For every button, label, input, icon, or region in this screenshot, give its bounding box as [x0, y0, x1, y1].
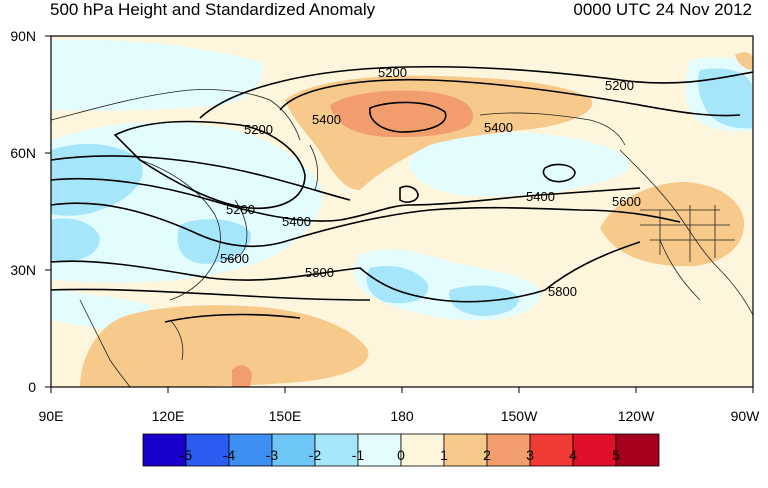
contour-5600: [51, 202, 681, 248]
contour-label-group: 5200 5200 5200 5200 5400 5400 5400 5400 …: [220, 65, 641, 299]
colorbar-swatch: [357, 433, 402, 467]
colorbar-tick-label: -1: [351, 447, 365, 463]
contour-label: 5400: [484, 120, 513, 135]
anomaly-region-tibet: [51, 218, 100, 262]
colorbar-swatch: [314, 433, 359, 467]
anomaly-region-hudson-bay: [697, 68, 752, 129]
colorbar-swatch: [486, 433, 531, 467]
colorbar-tick-label: 1: [440, 447, 448, 463]
colorbar: [142, 433, 660, 467]
colorbar-swatch: [529, 433, 574, 467]
lon-label: 90W: [730, 408, 760, 424]
contour-5800: [51, 241, 641, 303]
coastline-alaska: [479, 112, 626, 146]
coastline-philippines: [169, 319, 184, 361]
colorbar-tick-label: 5: [612, 447, 620, 463]
lon-label: 150E: [268, 408, 302, 424]
contour-label: 5800: [548, 284, 577, 299]
coastline-kamchatka: [309, 144, 319, 191]
contour-label: 5200: [244, 122, 273, 137]
contour-label: 5200: [605, 78, 634, 93]
lat-label: 60N: [10, 145, 36, 161]
contour-tropical: [164, 313, 301, 323]
colorbar-swatch: [185, 433, 230, 467]
contour-5400-closed: [369, 101, 447, 133]
colorbar-tick-label: 2: [483, 447, 491, 463]
coastlines: [51, 89, 753, 387]
height-contours: [51, 65, 753, 323]
map-title: 500 hPa Height and Standardized Anomaly: [50, 0, 376, 19]
anomaly-region-midpacific-trough: [366, 265, 429, 304]
contour-label: 5400: [312, 112, 341, 127]
coastline-se-asia: [79, 299, 131, 387]
lat-label: 0: [28, 379, 36, 395]
contour-label: 5600: [220, 251, 249, 266]
lon-label: 120E: [151, 408, 185, 424]
lon-label: 150W: [500, 408, 538, 424]
colorbar-tick-label: 3: [526, 447, 534, 463]
colorbar-swatch: [142, 433, 187, 467]
colorbar-swatch: [615, 433, 660, 467]
contour-label: 5200: [226, 202, 255, 217]
contour-closed-low-small: [399, 185, 419, 203]
contour-label: 5800: [305, 265, 334, 280]
contour-5200-north: [199, 65, 753, 119]
contour-5400-ridge: [279, 78, 741, 117]
colorbar-tick-label: -3: [265, 447, 279, 463]
coastline-mexico: [659, 239, 701, 301]
lat-label: 90N: [10, 28, 36, 44]
anomaly-region-gulf-of-alaska: [409, 131, 629, 197]
colorbar-tick-label: -2: [308, 447, 322, 463]
colorbar-swatch: [271, 433, 316, 467]
colorbar-tick-label: 0: [397, 447, 405, 463]
anomaly-region-tropical-spot: [232, 365, 252, 387]
anomaly-region-western-us: [600, 182, 745, 267]
contour-label: 5600: [612, 194, 641, 209]
lon-label: 120W: [617, 408, 655, 424]
coastline-north-america: [619, 149, 753, 316]
tick-marks: [45, 35, 754, 393]
anomaly-region-south-asia: [80, 305, 369, 387]
contour-5800-south: [51, 288, 371, 301]
anomaly-region-pacific-northwest: [735, 52, 753, 70]
lat-label: 30N: [10, 262, 36, 278]
contour-label: 5200: [378, 65, 407, 80]
colorbar-swatch: [572, 433, 617, 467]
anomaly-region-japan-sea: [177, 219, 251, 264]
contour-label: 5400: [526, 189, 555, 204]
colorbar-tick-label: -4: [222, 447, 236, 463]
contour-label: 5400: [282, 214, 311, 229]
contour-5400-west: [51, 177, 641, 222]
valid-time: 0000 UTC 24 Nov 2012: [573, 0, 752, 19]
colorbar-tick-label: 4: [569, 447, 577, 463]
anomaly-region-north-polar: [51, 39, 263, 111]
colorbar-swatch: [443, 433, 488, 467]
contour-5600-nw: [51, 155, 351, 201]
coastline-japan: [225, 199, 248, 260]
colorbar-tick-label: -5: [179, 447, 193, 463]
contour-5200-low: [113, 120, 306, 210]
colorbar-swatch: [400, 433, 445, 467]
coastline-siberia: [51, 89, 301, 141]
lon-label: 90E: [38, 408, 64, 424]
state-borders: [640, 205, 735, 262]
lon-label: 180: [390, 408, 414, 424]
coastline-china: [139, 159, 221, 301]
contour-closed-low-gulf: [542, 163, 576, 183]
